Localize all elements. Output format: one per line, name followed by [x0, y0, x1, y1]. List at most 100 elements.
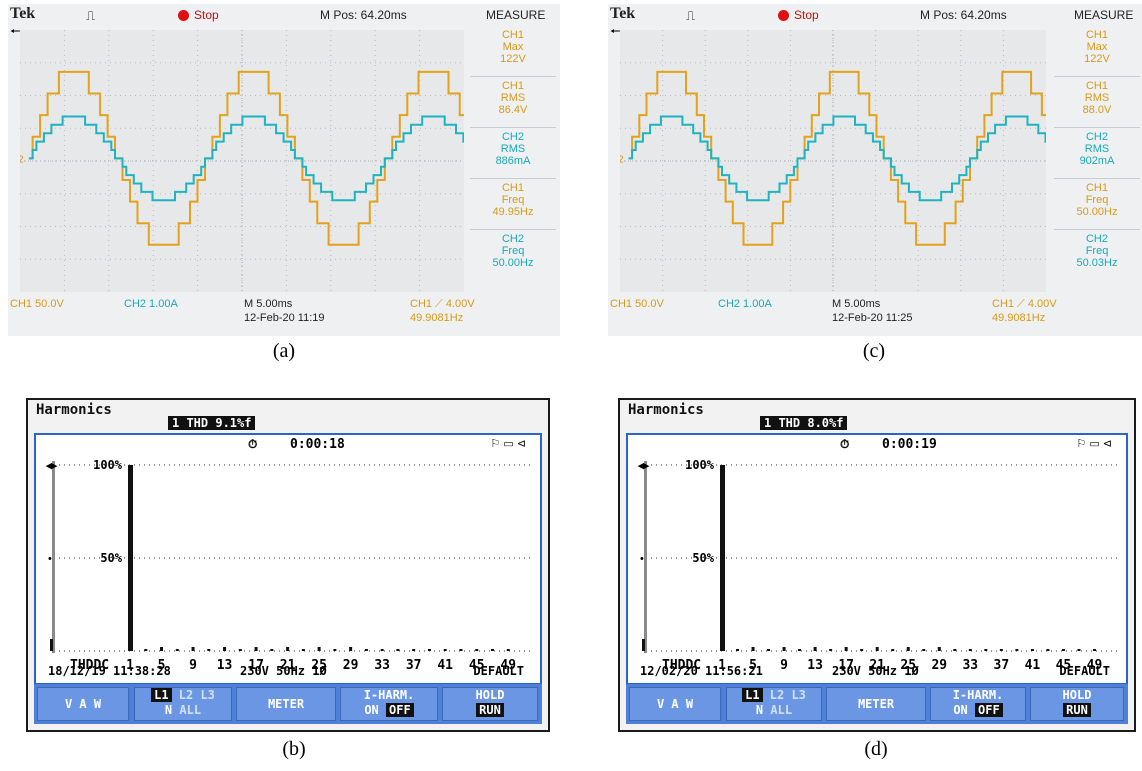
elapsed-timer: 0:00:18: [290, 437, 345, 452]
harmonic-bar: [506, 649, 510, 651]
screen-title: Harmonics: [628, 402, 704, 418]
x-tick-label: 17: [838, 658, 854, 673]
x-tick-label: 45: [469, 658, 485, 673]
measure-title: MEASURE: [486, 8, 546, 22]
datetime: 12-Feb-20 11:25: [832, 312, 913, 324]
hold-run-button[interactable]: HOLD RUN: [442, 687, 538, 721]
harmonic-bar: [798, 649, 802, 651]
harmonic-bar: [844, 647, 848, 651]
timebase: M 5.00ms: [244, 298, 293, 310]
harmonics-panel-b: Harmonics 1 THD 9.1%f ⏱ 0:00:18 ⚐ ▭ ⊲ 10…: [26, 398, 556, 768]
x-tick-label: 33: [962, 658, 978, 673]
x-tick-label: 37: [406, 658, 422, 673]
x-tick-label: 21: [869, 658, 885, 673]
harmonic-bar: [427, 649, 431, 651]
x-tick-label: THDDC: [70, 658, 109, 673]
oscilloscope-screen: Tek ⎍ Stop M Pos: 64.20ms MEASURE 🠔 2 CH…: [8, 4, 560, 336]
harmonic-bar: [301, 649, 305, 651]
harmonics-display: ⏱ 0:00:19 ⚐ ▭ ⊲ 100% 50% ◂▸ • THDDC 1 5 9 13 17 21…: [626, 433, 1128, 685]
trigger-position-icon: 🠔: [10, 24, 21, 38]
function-key-bar: V A W L1 L2 L3 N ALL METER I-HARM. ON OFF …: [34, 684, 542, 724]
x-tick-label: 21: [280, 658, 296, 673]
harmonic-bar: [475, 649, 479, 651]
harmonics-bar-chart: 100% 50% ◂▸ • THDDC 1 5 9 13 17 21 25 29 33 37 41 45 49 12…: [637, 458, 1118, 678]
scope-footer: CH1 50.0V CH2 1.00A M 5.00ms 12-Feb-20 1…: [8, 296, 560, 336]
function-key-bar: V A W L1 L2 L3 N ALL METER I-HARM. ON OFF …: [626, 684, 1128, 724]
stop-indicator-icon: [178, 10, 189, 21]
phase-select-button[interactable]: L1 L2 L3 N ALL: [134, 687, 232, 721]
y-tick-label: 50%: [692, 551, 714, 565]
scope-panel-a: Tek ⎍ Stop M Pos: 64.20ms MEASURE 🠔 2 CH…: [8, 4, 560, 364]
phase-select-button[interactable]: L1 L2 L3 N ALL: [726, 687, 822, 721]
cursor-arrows-icon: ◂▸: [45, 460, 58, 472]
fundamental-bar: [720, 465, 725, 651]
harmonic-bar: [813, 647, 817, 651]
stop-indicator-icon: [778, 10, 789, 21]
ch1-waveform: [28, 70, 464, 246]
thd-readout: 1 THD 9.1%f: [168, 416, 256, 430]
vaw-button[interactable]: V A W: [629, 687, 721, 721]
ch2-waveform: [628, 115, 1046, 202]
harmonic-bar: [922, 649, 926, 651]
harmonic-bar: [286, 647, 290, 651]
harmonic-bar: [906, 647, 910, 651]
harmonic-bar: [953, 649, 957, 651]
harmonic-bar: [317, 647, 321, 651]
screen-title: Harmonics: [36, 402, 112, 418]
ch2-scale: CH2 1.00A: [718, 298, 772, 310]
x-tick-label: 17: [248, 658, 264, 673]
harmonics-bar-chart: 100% 50% ◂▸ • THDDC 1 5 9 13 17 21 25 29 33 37 41 45 49 18…: [45, 458, 532, 678]
harmonic-bar: [160, 647, 164, 651]
measure-item: CH1 RMS 86.4V: [470, 77, 556, 128]
cursor-dot-icon: •: [48, 553, 52, 565]
measure-title: MEASURE: [1074, 8, 1134, 22]
harmonic-bar: [1015, 649, 1019, 651]
ch1-scale: CH1 50.0V: [10, 298, 64, 310]
harmonic-bar: [937, 647, 941, 651]
measure-item: CH2 Freq 50.03Hz: [1076, 233, 1118, 269]
pulse-icon: ⎍: [86, 8, 96, 23]
harmonic-bar: [238, 649, 242, 651]
trigger-level: CH1 ⟋ 4.00V: [410, 298, 475, 310]
harmonic-bar: [1077, 649, 1081, 651]
measure-item: CH2 Freq 50.00Hz: [492, 233, 534, 269]
harmonic-bar: [736, 649, 740, 651]
i-harm-button[interactable]: I-HARM. ON OFF: [340, 687, 438, 721]
datetime: 12/02/20 11:56:21: [640, 664, 763, 678]
main-position: M Pos: 64.20ms: [320, 8, 407, 22]
timer-icon: ⏱: [840, 437, 850, 451]
trigger-frequency: 49.9081Hz: [410, 312, 464, 324]
vaw-button[interactable]: V A W: [37, 687, 129, 721]
x-tick-label: 9: [189, 658, 197, 673]
harmonic-bar: [459, 649, 463, 651]
x-tick-label: 29: [343, 658, 359, 673]
harmonic-bar: [349, 647, 353, 651]
meter-button[interactable]: METER: [826, 687, 926, 721]
thd-scale-bar: [52, 461, 55, 653]
harmonic-bar: [412, 649, 416, 651]
harmonic-bar: [254, 647, 258, 651]
x-tick-label: 5: [158, 658, 166, 673]
hold-run-button[interactable]: HOLD RUN: [1030, 687, 1124, 721]
supply-info: 230V 50Hz 1Ø: [832, 664, 919, 678]
supply-info: 230V 50Hz 1Ø: [240, 664, 327, 678]
harmonic-bar: [782, 647, 786, 651]
x-tick-label: 41: [437, 658, 453, 673]
status-icons: ⚐ ▭ ⊲: [490, 438, 526, 450]
harmonic-bar: [829, 649, 833, 651]
y-tick-label: 100%: [685, 458, 715, 472]
harmonic-bar: [207, 649, 211, 651]
scope-panel-c: Tek ⎍ Stop M Pos: 64.20ms MEASURE 🠔 2 CH…: [608, 4, 1142, 364]
harmonic-bar: [144, 649, 148, 651]
status-icons: ⚐ ▭ ⊲: [1076, 438, 1112, 450]
harmonic-bar: [891, 649, 895, 651]
measure-column: CH1 Max 122V CH1 RMS 86.4V CH2 RMS 886mA CH1 Fr…: [470, 26, 556, 281]
harmonic-bar: [175, 649, 179, 651]
i-harm-button[interactable]: I-HARM. ON OFF: [930, 687, 1026, 721]
trigger-position-icon: 🠔: [610, 24, 621, 38]
harmonic-bar: [396, 649, 400, 651]
harmonic-bar: [270, 649, 274, 651]
ch1-waveform: [628, 70, 1046, 246]
meter-button[interactable]: METER: [236, 687, 336, 721]
pulse-icon: ⎍: [686, 8, 696, 23]
